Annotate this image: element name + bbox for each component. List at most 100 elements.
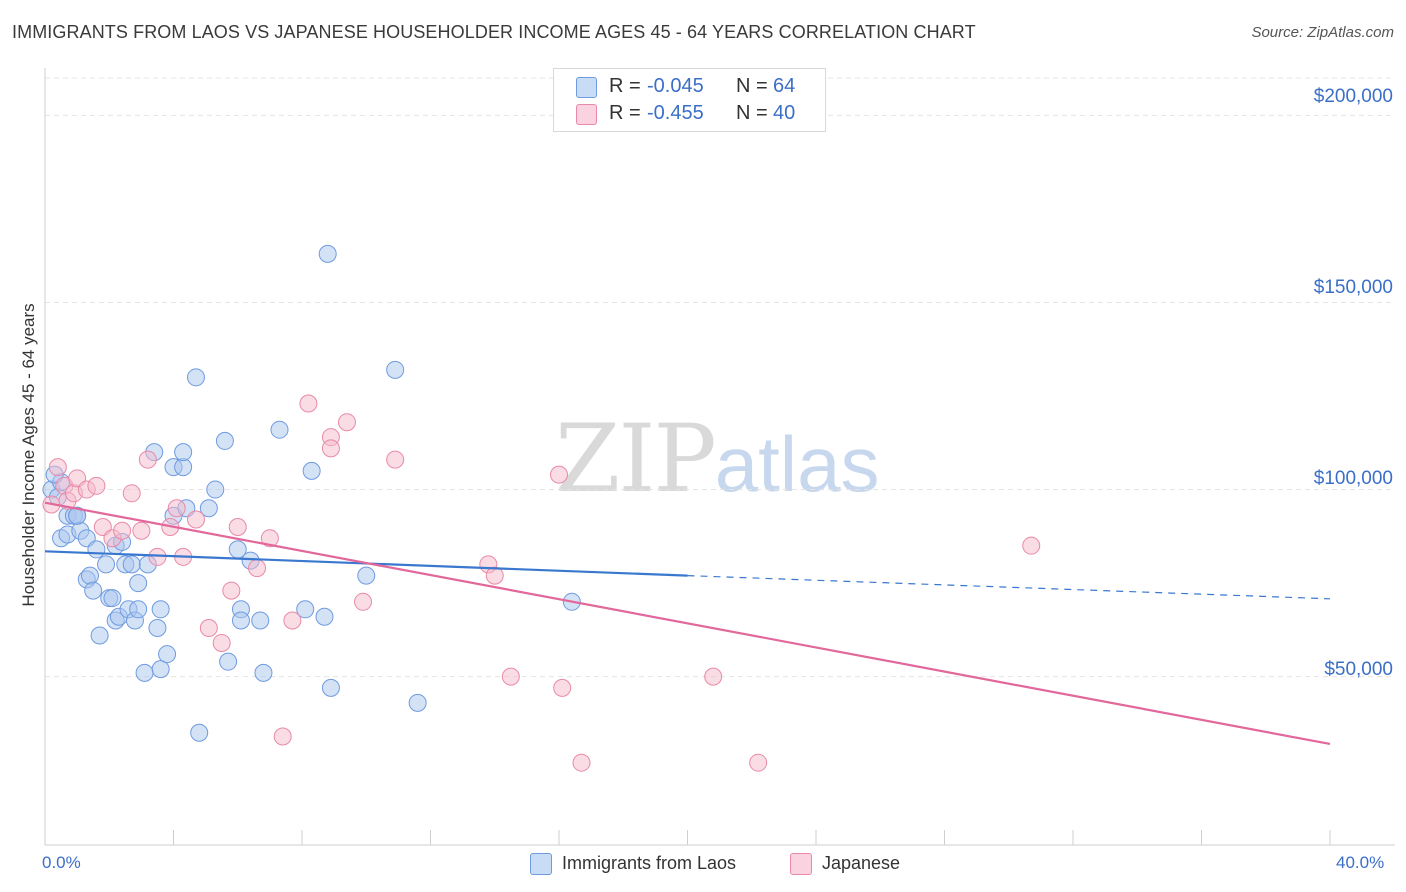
bottom-legend-swatch-laos bbox=[530, 853, 552, 875]
point-laos bbox=[84, 581, 103, 600]
point-japanese bbox=[1022, 536, 1041, 555]
y-axis-label: Householder Income Ages 45 - 64 years bbox=[19, 303, 38, 607]
y-tick-label-150k: $150,000 bbox=[1313, 277, 1393, 298]
point-japanese bbox=[553, 678, 572, 697]
legend-n-label: N = bbox=[736, 75, 768, 97]
point-japanese bbox=[167, 499, 186, 518]
point-japanese bbox=[48, 458, 67, 477]
legend-n-label: N = bbox=[736, 102, 768, 124]
legend-r-value: -0.455 bbox=[647, 102, 704, 124]
point-laos bbox=[186, 368, 205, 387]
legend-r-label: R = bbox=[609, 102, 641, 124]
point-laos bbox=[318, 244, 337, 263]
bottom-legend-label-japanese: Japanese bbox=[822, 853, 901, 873]
point-japanese bbox=[87, 476, 106, 495]
y-tick-label-50k: $50,000 bbox=[1324, 659, 1393, 680]
correlation-legend: R = -0.045 N = 64 R = -0.455 N = 40 bbox=[553, 68, 826, 132]
point-japanese bbox=[148, 547, 167, 566]
point-japanese bbox=[222, 581, 241, 600]
point-laos bbox=[315, 607, 334, 626]
point-laos bbox=[296, 600, 315, 619]
point-laos bbox=[174, 458, 193, 477]
x-tick-label-max: 40.0% bbox=[1336, 853, 1385, 872]
watermark-atlas: atlas bbox=[714, 420, 880, 508]
point-japanese bbox=[501, 667, 520, 686]
grid-lines bbox=[45, 77, 1395, 678]
point-laos bbox=[190, 723, 209, 742]
chart-title: IMMIGRANTS FROM LAOS VS JAPANESE HOUSEHO… bbox=[12, 22, 976, 42]
point-laos bbox=[321, 678, 340, 697]
point-laos bbox=[254, 663, 273, 682]
point-japanese bbox=[273, 727, 292, 746]
y-tick-label-200k: $200,000 bbox=[1313, 86, 1393, 107]
legend-swatch-laos bbox=[576, 77, 597, 98]
point-laos bbox=[408, 693, 427, 712]
point-laos bbox=[151, 600, 170, 619]
chart-source: Source: ZipAtlas.com bbox=[1251, 24, 1394, 41]
point-japanese bbox=[485, 566, 504, 585]
point-japanese bbox=[337, 413, 356, 432]
point-japanese bbox=[212, 633, 231, 652]
x-tick-label-min: 0.0% bbox=[42, 853, 81, 872]
point-japanese bbox=[132, 521, 151, 540]
trend-line-laos-extension bbox=[687, 575, 1331, 600]
axes bbox=[44, 68, 1395, 846]
trend-line-japanese bbox=[44, 501, 1331, 746]
point-laos bbox=[270, 420, 289, 439]
point-laos bbox=[122, 555, 141, 574]
legend-n-value: 40 bbox=[773, 102, 796, 124]
point-laos bbox=[103, 589, 122, 608]
point-japanese bbox=[386, 450, 405, 469]
point-laos bbox=[206, 480, 225, 499]
point-laos bbox=[68, 506, 87, 525]
point-japanese bbox=[550, 465, 568, 484]
point-laos bbox=[219, 652, 238, 671]
point-japanese bbox=[122, 484, 141, 503]
y-tick-label-100k: $100,000 bbox=[1313, 468, 1393, 489]
point-laos bbox=[199, 499, 218, 518]
point-laos bbox=[357, 566, 376, 585]
point-laos bbox=[158, 645, 177, 664]
point-laos bbox=[135, 663, 154, 682]
point-laos bbox=[80, 566, 99, 585]
bottom-legend-label-laos: Immigrants from Laos bbox=[562, 853, 737, 873]
point-laos bbox=[148, 618, 167, 637]
point-laos bbox=[231, 611, 250, 630]
watermark: ZIPatlas bbox=[555, 405, 879, 514]
point-japanese bbox=[248, 559, 267, 578]
point-japanese bbox=[113, 521, 132, 540]
point-laos bbox=[97, 555, 116, 574]
point-japanese bbox=[749, 753, 768, 772]
trend-lines bbox=[44, 501, 1331, 746]
point-laos bbox=[228, 540, 247, 559]
point-laos bbox=[302, 461, 321, 480]
point-japanese bbox=[704, 667, 723, 686]
point-japanese bbox=[228, 517, 247, 536]
point-laos bbox=[215, 431, 234, 450]
point-laos bbox=[151, 660, 170, 679]
point-laos bbox=[251, 611, 270, 630]
legend-n-value: 64 bbox=[773, 75, 796, 97]
data-points bbox=[42, 244, 1041, 772]
point-laos bbox=[90, 626, 109, 645]
point-japanese bbox=[572, 753, 591, 772]
point-japanese bbox=[354, 592, 373, 611]
legend-swatch-japanese bbox=[576, 104, 597, 125]
point-japanese bbox=[138, 450, 157, 469]
point-japanese bbox=[186, 510, 205, 529]
point-japanese bbox=[199, 618, 218, 637]
point-laos bbox=[87, 540, 106, 559]
point-laos bbox=[386, 360, 405, 379]
point-japanese bbox=[321, 439, 340, 458]
point-japanese bbox=[283, 611, 302, 630]
point-laos bbox=[129, 574, 148, 593]
point-japanese bbox=[260, 529, 279, 548]
bottom-legend-swatch-japanese bbox=[790, 853, 812, 875]
point-laos bbox=[129, 600, 148, 619]
point-laos bbox=[174, 443, 193, 462]
legend-r-label: R = bbox=[609, 75, 641, 97]
legend-r-value: -0.045 bbox=[647, 75, 704, 97]
watermark-zip: ZIP bbox=[555, 405, 717, 514]
point-japanese bbox=[299, 394, 318, 413]
